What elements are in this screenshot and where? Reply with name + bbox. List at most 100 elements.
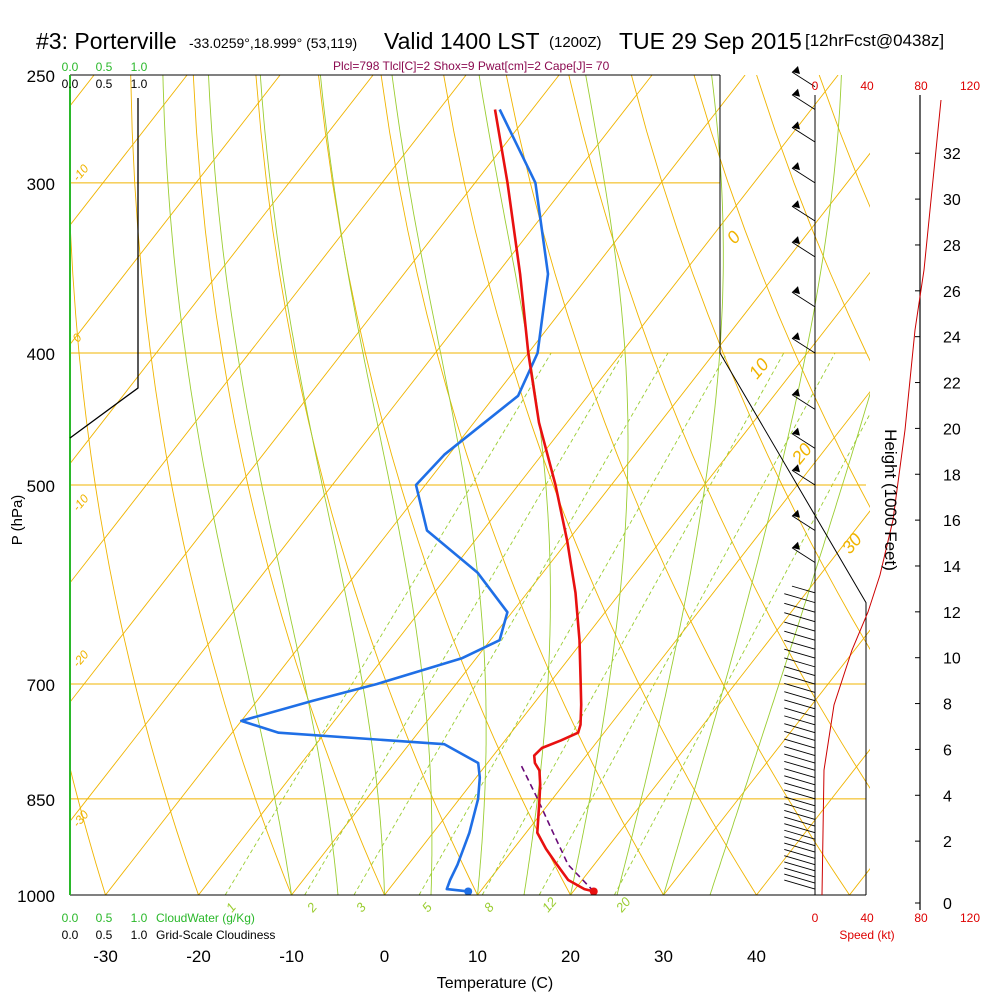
wind-barb bbox=[784, 849, 816, 859]
height-axis-label: Height (1000 Feet) bbox=[881, 429, 900, 571]
dewpoint-trace bbox=[240, 108, 550, 893]
dry-adiabat bbox=[568, 75, 870, 789]
height-profile-line bbox=[821, 99, 942, 896]
height-tick-label: 12 bbox=[943, 605, 961, 622]
dry-adiabat bbox=[318, 75, 571, 895]
wind-barb bbox=[784, 602, 816, 613]
wind-barb-flag bbox=[791, 509, 800, 518]
wind-barb bbox=[791, 205, 816, 222]
wind-barb bbox=[784, 707, 816, 718]
wind-barb-flag bbox=[791, 541, 800, 550]
cloud-water-tick-bottom: 1.0 bbox=[131, 911, 148, 925]
wind-barb-flag bbox=[791, 332, 800, 341]
isotherm-label: -20 bbox=[70, 647, 92, 670]
isotherm-label: -30 bbox=[70, 807, 92, 830]
temperature-tick-label: -30 bbox=[93, 947, 118, 966]
pressure-tick-label: 500 bbox=[27, 477, 55, 496]
mixing-ratio-line bbox=[418, 352, 728, 895]
height-tick-label: 32 bbox=[943, 146, 961, 163]
height-tick-label: 2 bbox=[943, 834, 952, 851]
pressure-tick-label: 850 bbox=[27, 791, 55, 810]
isotherm-line bbox=[70, 75, 188, 226]
wind-barb bbox=[784, 674, 816, 685]
temperature-tick-label: -10 bbox=[279, 947, 304, 966]
wind-barb bbox=[791, 291, 816, 308]
surface-temp-dot bbox=[589, 887, 598, 895]
cloud-water-tick-top: 0.5 bbox=[96, 60, 113, 74]
wind-barb bbox=[791, 126, 816, 143]
wind-speed-tick-bottom: 0 bbox=[812, 911, 819, 925]
wind-barb bbox=[784, 823, 816, 834]
wind-speed-tick-bottom: 120 bbox=[960, 911, 980, 925]
valid-time: Valid 1400 LST bbox=[384, 28, 540, 54]
wind-barb bbox=[784, 753, 816, 764]
dry-adiabat bbox=[505, 75, 850, 895]
wind-barb-flag bbox=[791, 427, 800, 436]
height-tick-label: 4 bbox=[943, 788, 952, 805]
wind-barb-flag bbox=[791, 200, 800, 209]
valid-date: TUE 29 Sep 2015 bbox=[619, 28, 802, 54]
wind-barb bbox=[784, 648, 816, 659]
wind-barb bbox=[784, 789, 816, 800]
wind-barb-flag bbox=[791, 388, 800, 397]
wind-barb-flag bbox=[791, 65, 800, 74]
wind-barb bbox=[791, 167, 816, 184]
moist-adiabat bbox=[709, 392, 870, 895]
moist-adiabat bbox=[663, 75, 842, 895]
wind-barb bbox=[791, 585, 816, 594]
cloud-water-tick-bottom: 0.5 bbox=[96, 911, 113, 925]
parcel-trace bbox=[519, 762, 595, 892]
dry-adiabat bbox=[630, 75, 870, 651]
height-tick-label: 16 bbox=[943, 513, 961, 530]
mixing-ratio-line bbox=[353, 352, 669, 895]
mixing-ratio-label: 8 bbox=[481, 899, 498, 915]
x-axis-label: Temperature (C) bbox=[437, 975, 553, 992]
wind-barb bbox=[784, 879, 816, 890]
wind-barb bbox=[791, 94, 816, 110]
wind-barb bbox=[784, 691, 816, 702]
cloud-water-tick-top: 0.0 bbox=[62, 60, 79, 74]
temperature-tick-label: -20 bbox=[186, 947, 211, 966]
stability-indices: Plcl=798 Tlcl[C]=2 Shox=9 Pwat[cm]=2 Cap… bbox=[333, 59, 610, 73]
height-tick-label: 18 bbox=[943, 467, 961, 484]
pressure-tick-label: 700 bbox=[27, 676, 55, 695]
mixing-ratio-label: 2 bbox=[303, 899, 320, 916]
pressure-tick-label: 1000 bbox=[17, 887, 55, 906]
cloudiness-tick-top: 1.0 bbox=[131, 77, 148, 91]
isotherm-label: 0 bbox=[723, 227, 745, 248]
dry-adiabat bbox=[380, 75, 664, 895]
isotherm-line bbox=[663, 629, 870, 895]
wind-barb bbox=[784, 768, 816, 779]
isotherm-label: 20 bbox=[787, 439, 816, 468]
valid-time-z: (1200Z) bbox=[549, 34, 602, 51]
wind-barb bbox=[784, 630, 816, 641]
cloudiness-tick-top: 0.5 bbox=[96, 77, 113, 91]
wind-barb bbox=[784, 861, 816, 872]
height-tick-label: 24 bbox=[943, 330, 961, 347]
moist-adiabat bbox=[162, 75, 292, 895]
moist-adiabat bbox=[259, 75, 385, 895]
wind-barb bbox=[784, 666, 816, 676]
wind-barb bbox=[784, 775, 816, 786]
cloudiness-tick-top: 0.0 bbox=[62, 77, 79, 91]
mixing-ratio-line bbox=[224, 352, 552, 895]
isotherm-line bbox=[756, 748, 870, 895]
mixing-ratio-label: 3 bbox=[353, 899, 370, 915]
wind-barb bbox=[784, 731, 816, 741]
temperature-tick-label: 40 bbox=[747, 947, 766, 966]
station-coords: -33.0259°,18.999° (53,119) bbox=[189, 35, 358, 51]
wind-barb bbox=[784, 782, 816, 793]
wind-speed-tick-bottom: 80 bbox=[914, 911, 928, 925]
height-tick-label: 10 bbox=[943, 651, 961, 668]
dry-adiabat bbox=[693, 75, 870, 509]
mixing-ratio-line bbox=[304, 352, 624, 895]
wind-barb bbox=[784, 639, 816, 650]
isotherm-label: 10 bbox=[745, 354, 773, 382]
wind-barb bbox=[784, 796, 816, 807]
surface-dewpoint-dot bbox=[464, 887, 473, 895]
wind-barb bbox=[784, 657, 816, 668]
cloudiness-tick-bottom: 1.0 bbox=[131, 928, 148, 942]
cloudiness-tick-bottom: 0.0 bbox=[62, 928, 79, 942]
wind-barb bbox=[791, 241, 816, 258]
height-tick-label: 20 bbox=[943, 421, 961, 438]
